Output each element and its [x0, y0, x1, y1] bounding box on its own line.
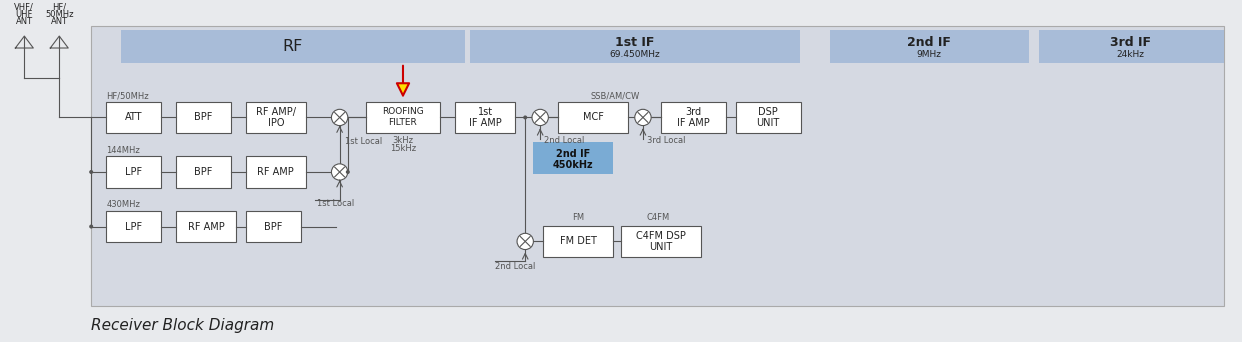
Text: UNIT: UNIT: [650, 242, 673, 252]
Bar: [1040, 30, 1223, 63]
Text: 2nd Local: 2nd Local: [496, 262, 535, 271]
Text: 3kHz: 3kHz: [392, 136, 414, 145]
Text: 1st: 1st: [478, 107, 493, 117]
Text: 144MHz: 144MHz: [106, 146, 140, 155]
Text: FM: FM: [573, 213, 584, 222]
Text: BPF: BPF: [265, 222, 282, 232]
Text: 450kHz: 450kHz: [553, 160, 594, 170]
Text: 3rd Local: 3rd Local: [647, 136, 686, 145]
Text: ANT: ANT: [16, 17, 32, 26]
Text: RF AMP/: RF AMP/: [256, 107, 296, 117]
Bar: [543, 226, 614, 257]
Bar: [456, 102, 515, 133]
Text: 3rd IF: 3rd IF: [1110, 36, 1151, 49]
Circle shape: [89, 171, 92, 173]
Bar: [661, 102, 725, 133]
Text: C4FM DSP: C4FM DSP: [636, 231, 686, 241]
Text: DSP: DSP: [759, 107, 777, 117]
Text: 50MHz: 50MHz: [45, 10, 73, 19]
Text: 9MHz: 9MHz: [917, 50, 941, 59]
Text: 2nd IF: 2nd IF: [556, 149, 590, 159]
Text: 3rd: 3rd: [686, 107, 702, 117]
Text: RF: RF: [282, 39, 303, 54]
Circle shape: [635, 109, 651, 126]
Text: C4FM: C4FM: [647, 213, 669, 222]
Text: 1st IF: 1st IF: [615, 36, 655, 49]
Text: IPO: IPO: [267, 118, 284, 128]
Circle shape: [89, 225, 92, 228]
Text: 1st Local: 1st Local: [344, 137, 381, 146]
Bar: [106, 156, 161, 188]
Text: UNIT: UNIT: [756, 118, 780, 128]
Bar: [735, 102, 801, 133]
Bar: [621, 226, 700, 257]
Circle shape: [517, 233, 533, 250]
Circle shape: [332, 164, 348, 180]
Text: ATT: ATT: [125, 113, 143, 122]
Bar: [122, 30, 466, 63]
Bar: [176, 102, 231, 133]
Bar: [106, 211, 161, 242]
Text: FILTER: FILTER: [389, 118, 417, 127]
Bar: [246, 156, 306, 188]
Text: HF/50MHz: HF/50MHz: [106, 91, 149, 100]
Bar: [91, 26, 1223, 306]
Bar: [830, 30, 1030, 63]
Circle shape: [347, 171, 349, 173]
Text: 2nd IF: 2nd IF: [908, 36, 951, 49]
Text: BPF: BPF: [194, 167, 212, 177]
Bar: [365, 102, 441, 133]
Bar: [471, 30, 800, 63]
Bar: [106, 102, 161, 133]
Circle shape: [532, 109, 549, 126]
Bar: [533, 142, 614, 174]
Text: 69.450MHz: 69.450MHz: [610, 50, 661, 59]
Text: 2nd Local: 2nd Local: [544, 136, 585, 145]
Text: SSB/AM/CW: SSB/AM/CW: [590, 91, 640, 100]
Text: 430MHz: 430MHz: [106, 200, 140, 209]
Bar: [246, 211, 301, 242]
Text: BPF: BPF: [194, 113, 212, 122]
Text: HF/: HF/: [52, 3, 66, 12]
Circle shape: [524, 116, 527, 119]
Text: VHF/: VHF/: [15, 3, 35, 12]
Bar: [176, 211, 236, 242]
Text: 15kHz: 15kHz: [390, 144, 416, 153]
Bar: [246, 102, 306, 133]
Circle shape: [332, 109, 348, 126]
Text: 1st Local: 1st Local: [317, 199, 354, 208]
Bar: [558, 102, 628, 133]
Text: UHF: UHF: [16, 10, 34, 19]
Text: 24kHz: 24kHz: [1117, 50, 1145, 59]
Text: FM DET: FM DET: [560, 236, 596, 247]
Text: IF AMP: IF AMP: [469, 118, 502, 128]
Text: IF AMP: IF AMP: [677, 118, 709, 128]
Text: RF AMP: RF AMP: [188, 222, 225, 232]
Text: LPF: LPF: [125, 222, 142, 232]
Text: LPF: LPF: [125, 167, 142, 177]
Text: ROOFING: ROOFING: [383, 107, 424, 117]
Text: Receiver Block Diagram: Receiver Block Diagram: [91, 318, 274, 333]
Text: RF AMP: RF AMP: [257, 167, 294, 177]
Text: ANT: ANT: [51, 17, 68, 26]
Text: MCF: MCF: [582, 113, 604, 122]
Bar: [176, 156, 231, 188]
